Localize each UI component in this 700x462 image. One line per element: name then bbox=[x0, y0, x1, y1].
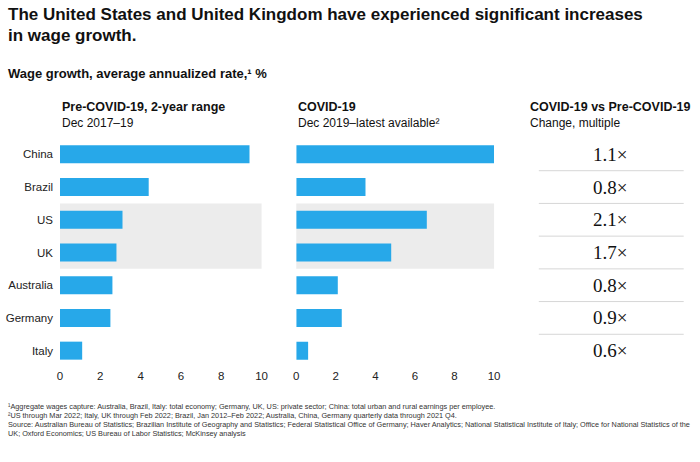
svg-text:China: China bbox=[23, 148, 54, 160]
svg-text:Dec 2017–19: Dec 2017–19 bbox=[62, 116, 134, 130]
svg-text:COVID-19 vs Pre-COVID-19: COVID-19 vs Pre-COVID-19 bbox=[530, 100, 691, 114]
html-text:Wage growth, average annualize: Wage growth, average annualized rate,¹ % bbox=[8, 66, 267, 81]
svg-text:Italy: Italy bbox=[32, 345, 53, 357]
svg-text:COVID-19: COVID-19 bbox=[298, 100, 356, 114]
svg-text:US: US bbox=[37, 214, 53, 226]
html-text:²US through Mar 2022; Italy, U: ²US through Mar 2022; Italy, UK through … bbox=[8, 411, 457, 420]
svg-text:2.1×: 2.1× bbox=[593, 209, 627, 230]
html-text:Source: Australian Bureau of S: Source: Australian Bureau of Statistics;… bbox=[8, 420, 690, 438]
svg-text:Pre-COVID-19, 2-year range: Pre-COVID-19, 2-year range bbox=[62, 100, 225, 114]
svg-text:Change, multiple: Change, multiple bbox=[530, 116, 620, 130]
svg-text:1.7×: 1.7× bbox=[593, 242, 627, 263]
svg-text:6: 6 bbox=[412, 370, 418, 382]
svg-text:Australia: Australia bbox=[8, 279, 53, 291]
svg-text:4: 4 bbox=[137, 370, 144, 382]
html-text:The United States and United K: The United States and United Kingdom hav… bbox=[8, 5, 643, 45]
svg-text:2: 2 bbox=[333, 370, 339, 382]
svg-text:8: 8 bbox=[451, 370, 457, 382]
svg-text:4: 4 bbox=[372, 370, 379, 382]
svg-text:Brazil: Brazil bbox=[24, 181, 53, 193]
svg-text:0.8×: 0.8× bbox=[593, 275, 627, 296]
svg-text:0: 0 bbox=[57, 370, 63, 382]
svg-text:Dec 2019–latest available²: Dec 2019–latest available² bbox=[298, 116, 439, 130]
svg-text:10: 10 bbox=[255, 370, 268, 382]
svg-text:10: 10 bbox=[488, 370, 501, 382]
svg-text:6: 6 bbox=[178, 370, 184, 382]
html-text:¹Aggregate wages capture: Aust: ¹Aggregate wages capture: Australia, Bra… bbox=[8, 402, 496, 411]
svg-text:0.9×: 0.9× bbox=[593, 307, 627, 328]
svg-text:2: 2 bbox=[97, 370, 103, 382]
svg-text:Germany: Germany bbox=[6, 312, 54, 324]
svg-text:8: 8 bbox=[218, 370, 224, 382]
svg-text:0.8×: 0.8× bbox=[593, 177, 627, 198]
svg-text:0.6×: 0.6× bbox=[593, 340, 627, 361]
svg-text:UK: UK bbox=[37, 247, 53, 259]
svg-text:0: 0 bbox=[293, 370, 299, 382]
svg-text:1.1×: 1.1× bbox=[593, 144, 627, 165]
